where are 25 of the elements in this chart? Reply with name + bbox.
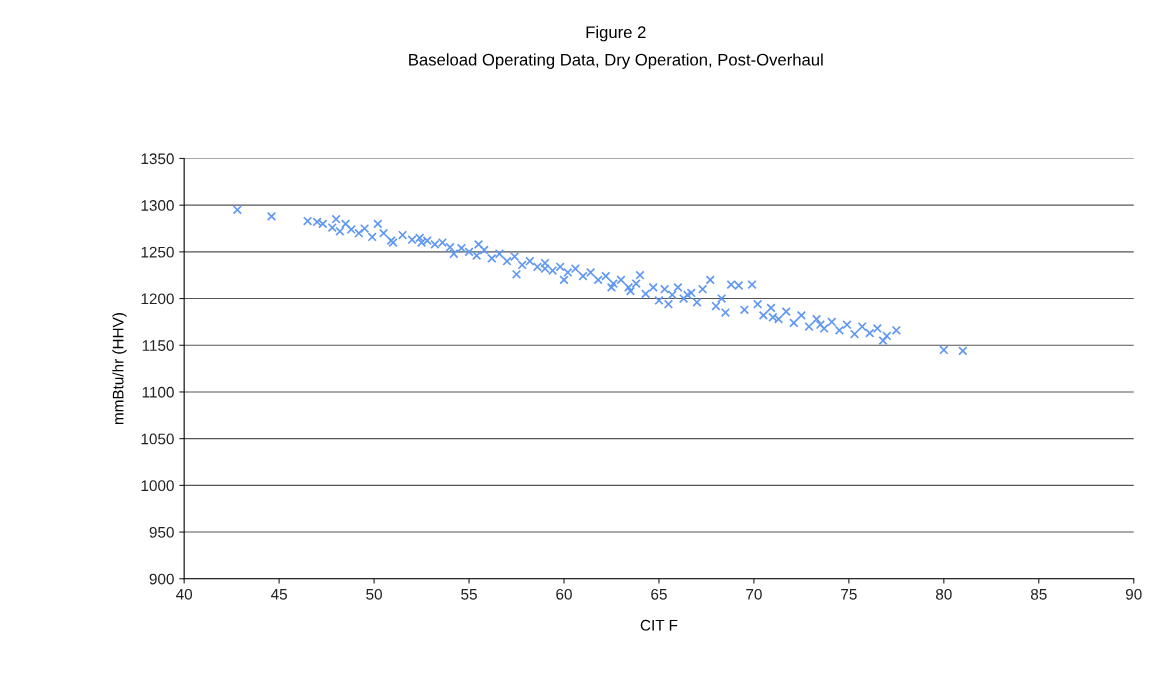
y-tick-label: 900 xyxy=(149,573,174,585)
chart-subtitle: Baseload Operating Data, Dry Operation, Post-Overhaul xyxy=(409,53,823,69)
x-tick-label: 65 xyxy=(651,588,667,600)
x-tick-label: 90 xyxy=(1125,588,1142,600)
x-tick-label: 60 xyxy=(556,588,572,600)
y-tick-label: 1050 xyxy=(141,433,174,445)
y-tick-label: 1300 xyxy=(141,200,174,211)
x-tick-label: 75 xyxy=(841,589,857,600)
y-axis-title: mmBtu/hr (HHV) xyxy=(112,313,127,425)
x-tick-label: 85 xyxy=(1030,588,1047,600)
y-tick-label: 1150 xyxy=(142,340,174,351)
x-tick-label: 45 xyxy=(270,589,287,600)
chart-title: Figure 2 xyxy=(586,25,646,42)
x-tick-label: 40 xyxy=(176,588,193,600)
x-tick-label: 80 xyxy=(935,588,952,600)
x-tick-label: 70 xyxy=(746,588,762,600)
y-tick-label: 1350 xyxy=(141,153,174,165)
y-tick-label: 1250 xyxy=(141,246,174,258)
x-axis-title: CIT F xyxy=(640,619,678,631)
y-tick-label: 1000 xyxy=(141,480,174,492)
y-tick-label: 1100 xyxy=(142,386,174,398)
y-tick-label: 1200 xyxy=(141,293,174,305)
y-tick-label: 950 xyxy=(149,526,174,538)
x-tick-label: 55 xyxy=(461,589,477,600)
x-tick-label: 50 xyxy=(366,588,382,600)
